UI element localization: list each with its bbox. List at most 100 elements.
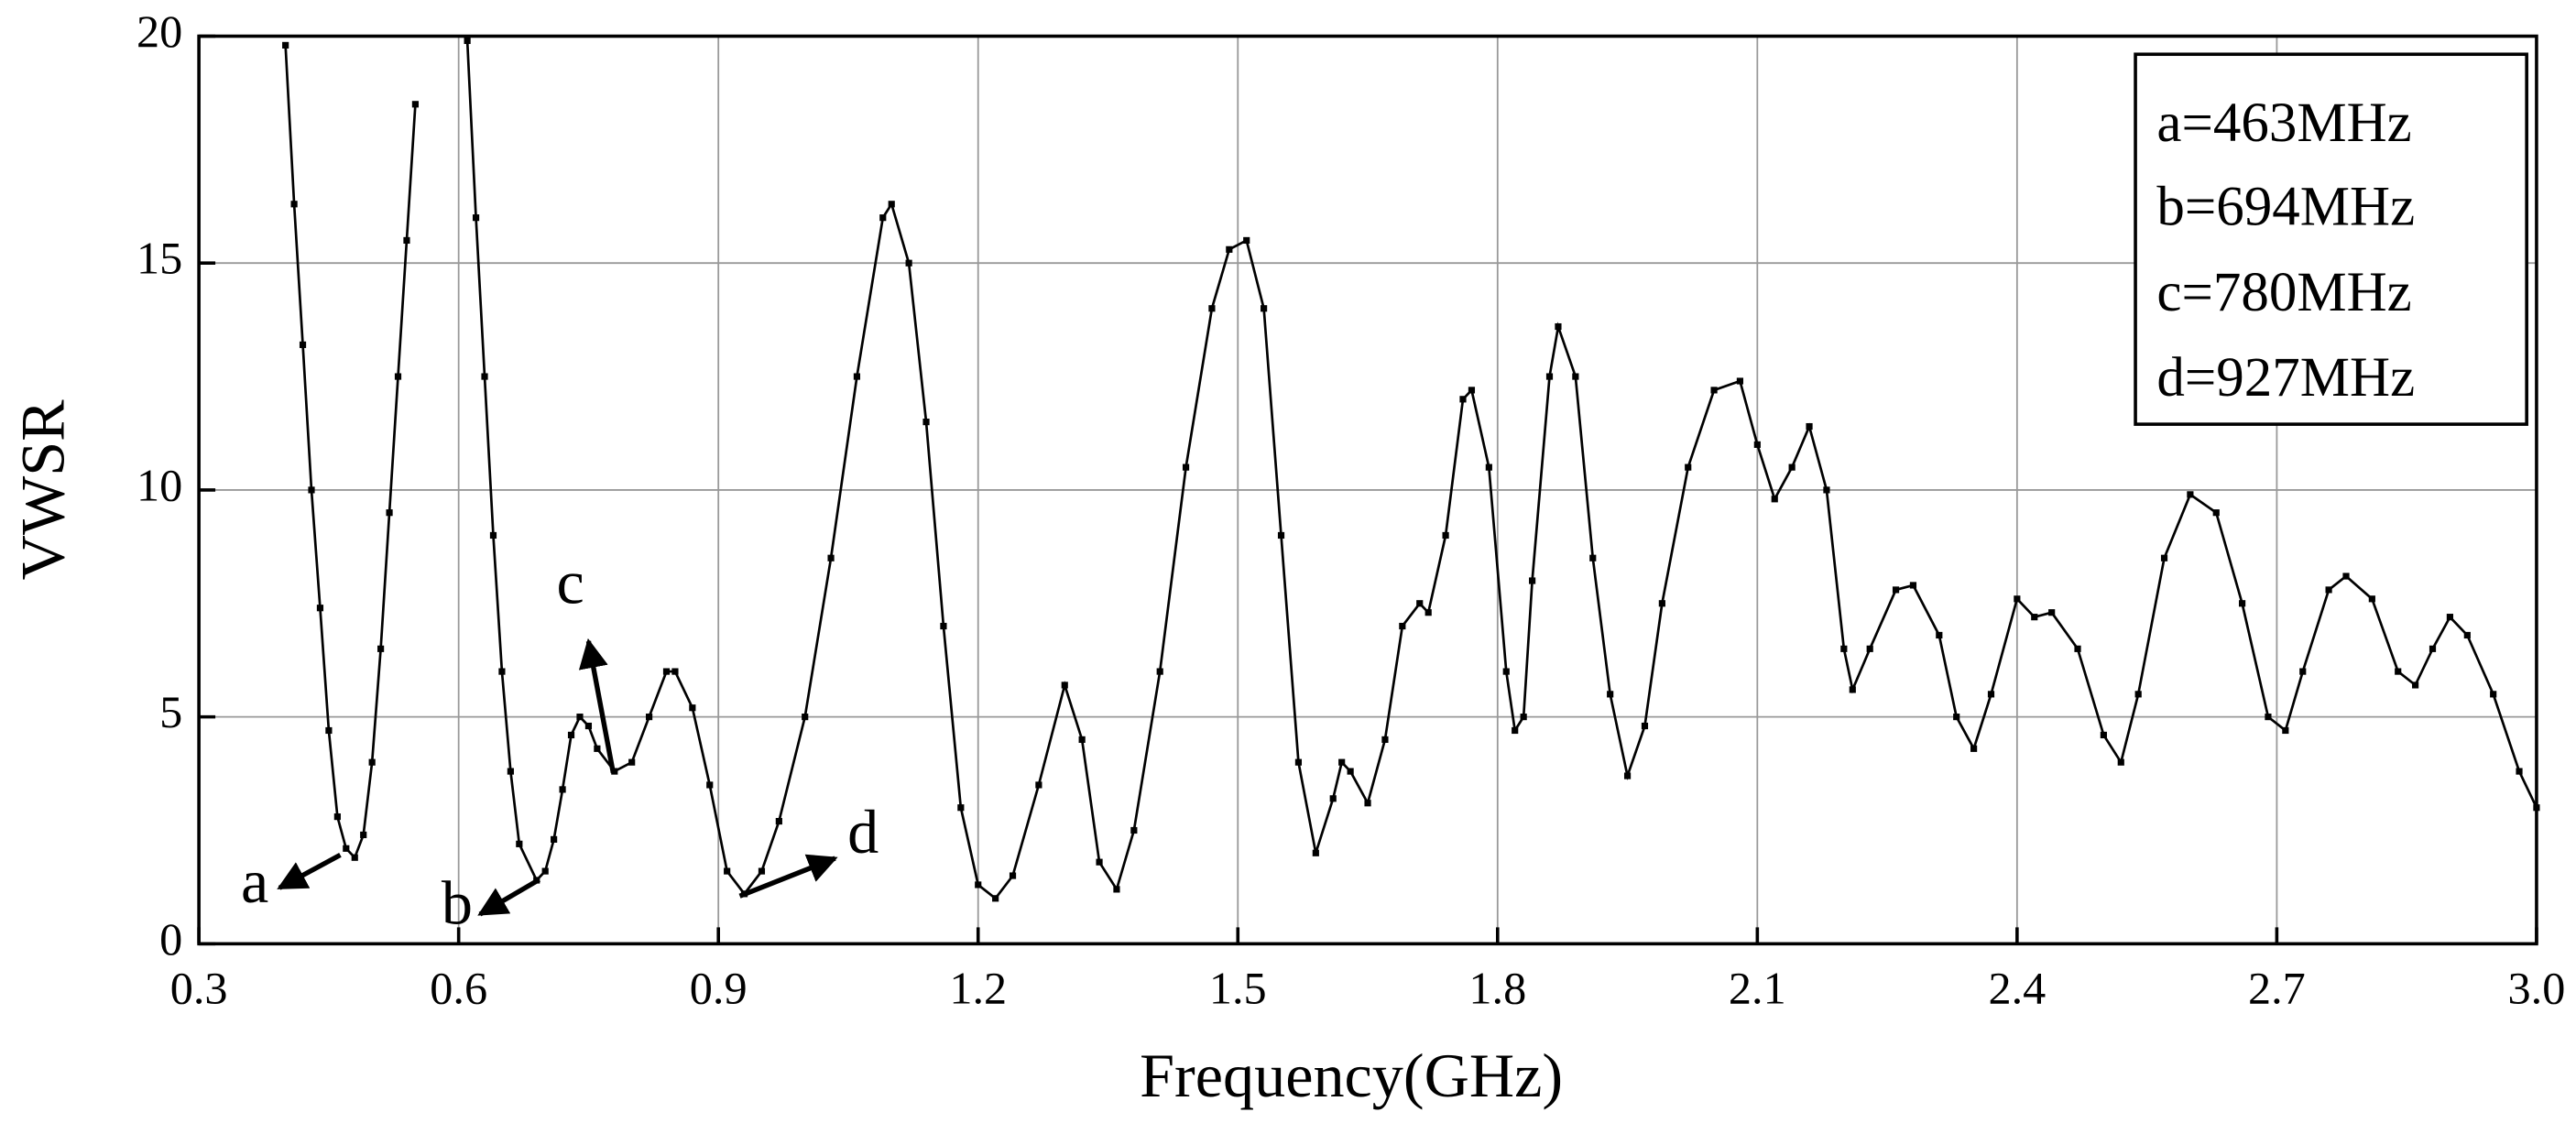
data-point (360, 831, 367, 839)
data-point (2490, 691, 2497, 698)
data-point (1502, 668, 1510, 675)
data-point (1347, 768, 1354, 775)
data-point (2516, 768, 2523, 775)
data-point (1399, 622, 1406, 630)
data-point (724, 867, 731, 875)
data-point (1512, 726, 1519, 735)
data-point (1312, 849, 1319, 856)
plot-frame (197, 34, 2538, 946)
data-point (333, 813, 341, 821)
data-point (905, 259, 912, 267)
data-point (706, 781, 714, 789)
data-point (1623, 772, 1632, 780)
data-point (888, 201, 895, 208)
y-tick-label: 0 (159, 913, 182, 965)
data-point (1520, 714, 1527, 721)
data-point (1806, 422, 1813, 431)
data-point (975, 881, 982, 889)
data-point (1572, 373, 1579, 380)
data-point (403, 236, 410, 245)
data-point (2187, 491, 2194, 498)
data-point (1555, 322, 1562, 331)
data-point (957, 804, 965, 812)
data-point (1936, 631, 1943, 639)
data-point (1424, 609, 1432, 616)
data-point (1866, 645, 1873, 652)
data-point (1442, 531, 1449, 540)
data-point (1035, 781, 1042, 789)
plot (282, 37, 2540, 902)
data-point (1529, 577, 1536, 584)
data-point (394, 373, 402, 380)
data-point (2395, 668, 2402, 675)
data-point (1182, 463, 1190, 471)
data-point (2342, 572, 2350, 580)
data-point (559, 786, 566, 793)
x-tick-label: 2.4 (1988, 963, 2046, 1014)
data-point (1009, 872, 1017, 879)
data-point (2100, 731, 2107, 739)
data-point (584, 722, 593, 730)
data-point (1710, 387, 1718, 394)
annotation: a (241, 846, 268, 916)
x-tick-label: 2.1 (1729, 963, 1786, 1014)
data-point (1277, 531, 1285, 540)
data-point (325, 726, 333, 735)
data-point (1658, 600, 1665, 607)
data-point (1771, 496, 1778, 503)
info-text: d=927MHz (2156, 347, 2415, 409)
data-point (1113, 886, 1120, 893)
data-point (1641, 722, 1649, 730)
data-point (1468, 387, 1476, 394)
x-tick-label: 1.2 (949, 963, 1007, 1014)
data-point (541, 867, 549, 875)
y-axis-title: VWSR (7, 399, 77, 581)
data-point (1953, 714, 1960, 721)
data-point (2325, 586, 2332, 594)
data-point (386, 509, 393, 517)
data-point (507, 768, 514, 775)
data-point (1329, 795, 1337, 802)
data-point (2160, 554, 2168, 562)
data-point (758, 867, 766, 875)
data-point (290, 201, 298, 208)
data-point (2212, 509, 2220, 517)
data-point (481, 373, 488, 380)
x-tick-label: 2.7 (2248, 963, 2306, 1014)
data-point (1416, 600, 1424, 607)
data-point (2074, 645, 2081, 652)
data-point (2299, 668, 2307, 675)
data-point (992, 895, 999, 902)
x-tick-label: 3.0 (2508, 963, 2566, 1014)
arrow (277, 853, 342, 890)
x-tick-label: 1.5 (1209, 963, 1267, 1014)
data-point (1485, 463, 1492, 471)
x-tick-label: 0.9 (690, 963, 748, 1014)
data-point (1338, 758, 1346, 766)
x-axis-title: Frequency(GHz) (1140, 1041, 1563, 1110)
data-point (922, 419, 930, 426)
data-point (2239, 600, 2246, 607)
data-point (377, 645, 385, 652)
data-point (1909, 582, 1917, 589)
y-tick-label: 15 (136, 233, 182, 284)
data-point (1589, 554, 1597, 562)
y-tick-label: 5 (159, 686, 182, 737)
data-point (576, 714, 584, 721)
data-point (411, 101, 420, 108)
data-point (775, 817, 782, 825)
data-point (368, 758, 376, 766)
data-point (1243, 236, 1250, 245)
data-point (2368, 595, 2375, 603)
data-point (1823, 486, 1830, 494)
data-point (2014, 595, 2021, 603)
data-point (646, 714, 653, 721)
data-point (1788, 463, 1796, 471)
data-point (827, 554, 835, 562)
x-tick-label: 0.3 (170, 963, 228, 1014)
data-point (1226, 245, 1233, 253)
data-point (671, 668, 679, 675)
data-point (464, 37, 471, 45)
y-tick-label: 10 (136, 459, 182, 510)
